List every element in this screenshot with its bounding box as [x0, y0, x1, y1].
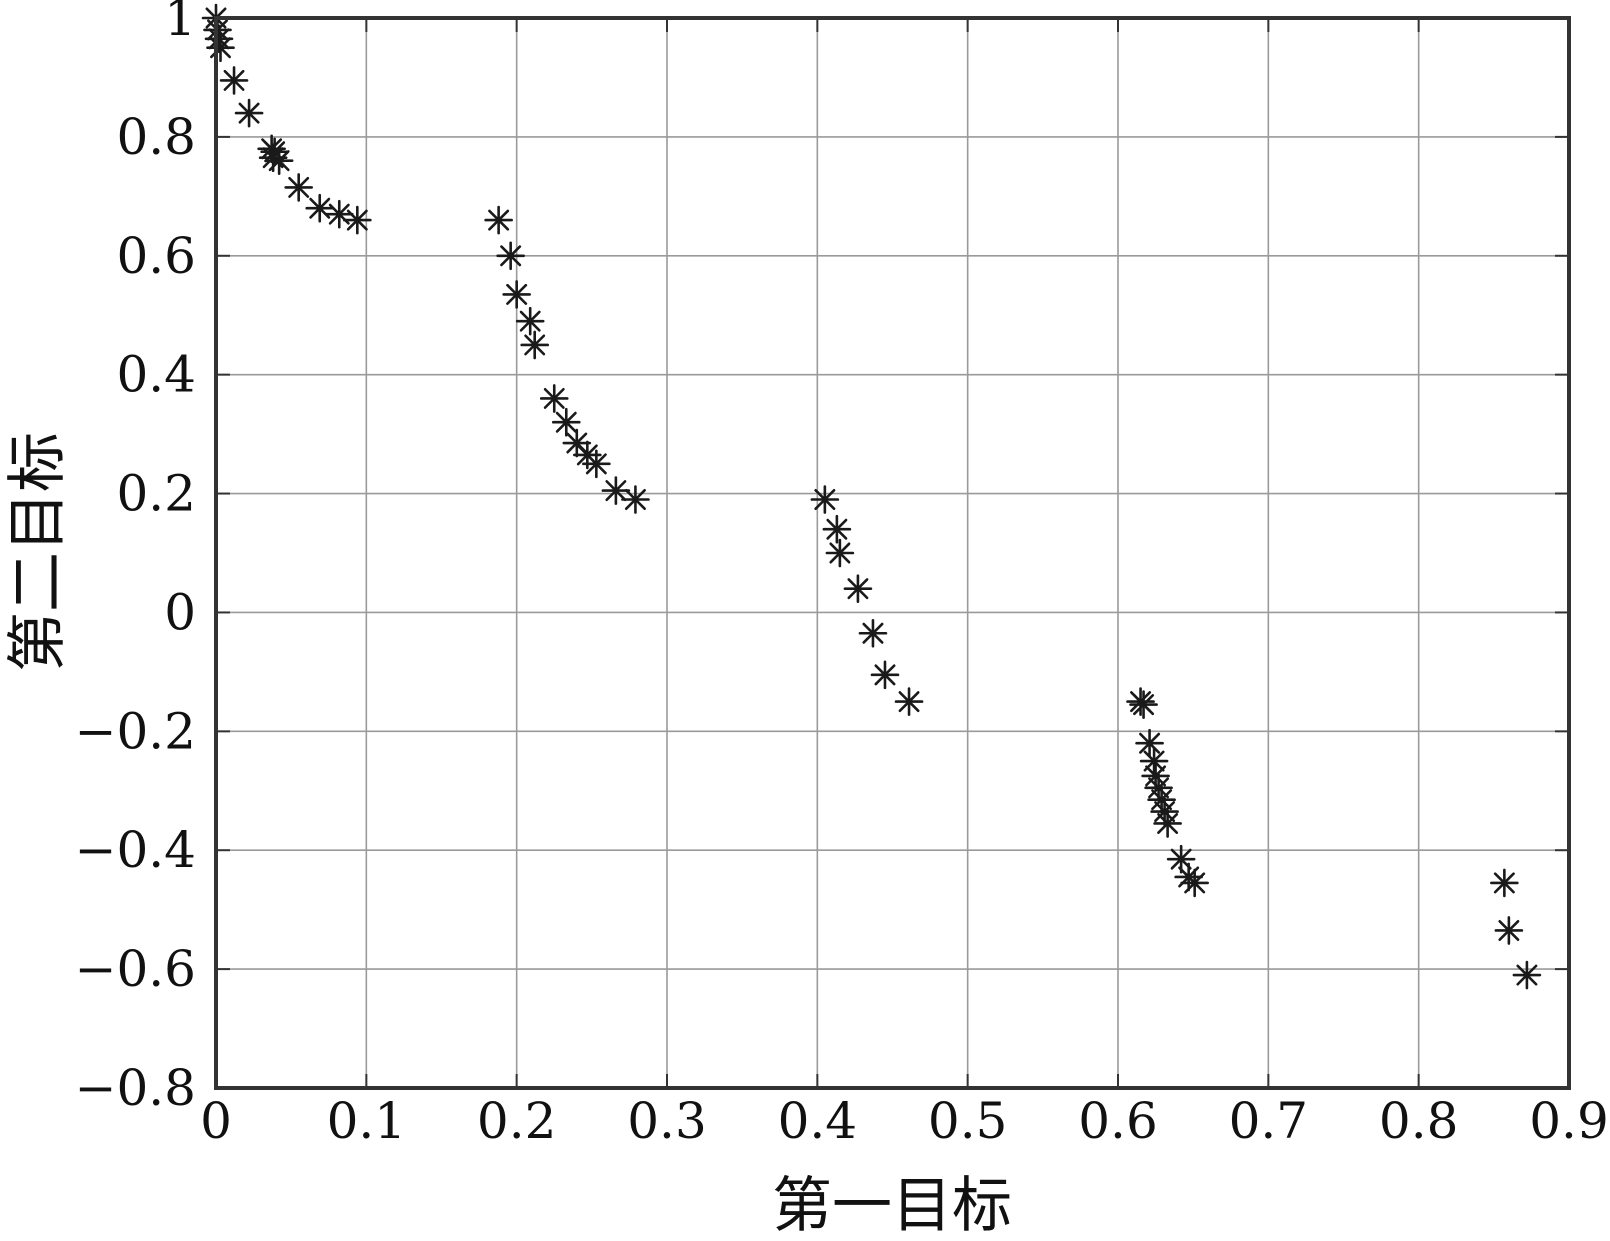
- data-point: [843, 574, 873, 603]
- x-tick-label: 0: [200, 1092, 232, 1150]
- data-point: [219, 66, 249, 95]
- data-point: [562, 428, 592, 458]
- y-tick-label: 1: [164, 0, 196, 47]
- data-point: [1490, 868, 1519, 898]
- data-point: [234, 98, 264, 128]
- x-tick-label: 0.6: [1078, 1092, 1158, 1150]
- y-tick-label: 0.6: [116, 227, 196, 285]
- grid-lines: [216, 18, 1569, 1088]
- data-point: [496, 241, 525, 271]
- data-point: [870, 660, 900, 690]
- y-axis-title: 第二目标: [3, 432, 73, 672]
- data-point: [1147, 785, 1176, 814]
- y-tick-label: 0.4: [116, 346, 196, 404]
- data-point: [1512, 960, 1542, 990]
- y-tick-label: −0.6: [75, 940, 196, 998]
- x-tick-label: 0.7: [1229, 1092, 1309, 1150]
- data-point: [582, 449, 611, 479]
- data-point: [284, 173, 313, 202]
- plot-area-frame: [214, 16, 1571, 1090]
- data-point: [1129, 690, 1158, 719]
- data-point: [810, 485, 840, 514]
- y-tick-label: −0.2: [75, 702, 196, 760]
- tick-marks: [215, 17, 1570, 1089]
- data-point: [206, 33, 235, 63]
- x-tick-label: 0.2: [477, 1092, 557, 1150]
- x-tick-label: 0.9: [1529, 1092, 1609, 1150]
- data-point: [502, 280, 531, 309]
- data-point: [324, 199, 354, 229]
- data-point: [894, 687, 924, 716]
- data-point: [520, 330, 550, 360]
- x-tick-label: 0.5: [928, 1092, 1008, 1150]
- y-tick-label: 0: [164, 583, 196, 641]
- x-tick-label: 0.4: [778, 1092, 858, 1150]
- data-point: [621, 485, 650, 514]
- data-point: [343, 205, 372, 235]
- y-tick-label: −0.4: [75, 821, 196, 879]
- data-point: [858, 618, 888, 648]
- data-point: [539, 384, 569, 413]
- data-point: [825, 538, 855, 568]
- data-points: [201, 3, 1542, 990]
- y-tick-label: 0.2: [116, 465, 196, 523]
- x-tick-label: 0.3: [627, 1092, 707, 1150]
- data-point: [551, 407, 581, 437]
- data-point: [515, 306, 545, 336]
- x-tick-label: 0.1: [327, 1092, 407, 1150]
- data-point: [484, 205, 513, 235]
- x-tick-label: 0.8: [1379, 1092, 1459, 1150]
- data-point: [1135, 728, 1164, 758]
- data-point: [1180, 868, 1209, 898]
- data-point: [264, 146, 294, 175]
- y-tick-label: 0.8: [116, 108, 196, 166]
- data-point: [822, 514, 852, 544]
- y-tick-label: −0.8: [75, 1059, 196, 1117]
- data-point: [1494, 916, 1524, 945]
- data-point: [601, 476, 631, 505]
- data-point: [1153, 809, 1182, 838]
- data-point: [305, 193, 335, 223]
- x-tick-labels: 0 0.1 0.2 0.3 0.4 0.5 0.6 0.7 0.8 0.9: [200, 1092, 1609, 1150]
- y-tick-labels: −0.8 −0.6 −0.4 −0.2 0 0.2 0.4 0.6 0.8 1: [75, 0, 196, 1117]
- x-axis-title: 第一目标: [772, 1171, 1012, 1241]
